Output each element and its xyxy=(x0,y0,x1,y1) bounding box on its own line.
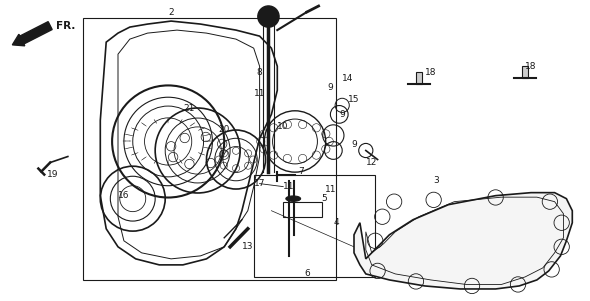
Text: 7: 7 xyxy=(298,167,304,176)
Bar xyxy=(283,202,322,217)
Text: 15: 15 xyxy=(348,95,360,104)
Text: 6: 6 xyxy=(304,269,310,278)
FancyArrow shape xyxy=(12,22,52,46)
Text: 2: 2 xyxy=(168,8,174,17)
Text: 19: 19 xyxy=(47,170,59,179)
Text: 20: 20 xyxy=(218,125,230,134)
Text: 9: 9 xyxy=(351,140,357,149)
Text: 14: 14 xyxy=(342,74,354,83)
Text: 9: 9 xyxy=(339,110,345,119)
Ellipse shape xyxy=(286,196,301,201)
Polygon shape xyxy=(354,193,572,289)
Text: 12: 12 xyxy=(366,158,378,167)
Text: 18: 18 xyxy=(425,68,437,77)
Bar xyxy=(522,66,528,78)
Text: 21: 21 xyxy=(183,104,195,113)
Text: 4: 4 xyxy=(333,218,339,227)
Text: 13: 13 xyxy=(242,242,254,251)
Text: 11: 11 xyxy=(283,182,295,191)
Text: FR.: FR. xyxy=(56,20,76,31)
Text: 11: 11 xyxy=(324,185,336,194)
Text: 10: 10 xyxy=(277,122,289,131)
Bar xyxy=(83,18,336,280)
Text: 8: 8 xyxy=(257,68,263,77)
Bar xyxy=(254,175,375,277)
Circle shape xyxy=(258,6,279,27)
Text: 5: 5 xyxy=(322,194,327,203)
Text: 17: 17 xyxy=(254,179,266,188)
Text: 11: 11 xyxy=(254,89,266,98)
Text: 18: 18 xyxy=(525,62,537,71)
Text: 16: 16 xyxy=(118,191,130,200)
Text: 3: 3 xyxy=(434,176,440,185)
Bar xyxy=(416,72,422,84)
Text: 9: 9 xyxy=(327,83,333,92)
